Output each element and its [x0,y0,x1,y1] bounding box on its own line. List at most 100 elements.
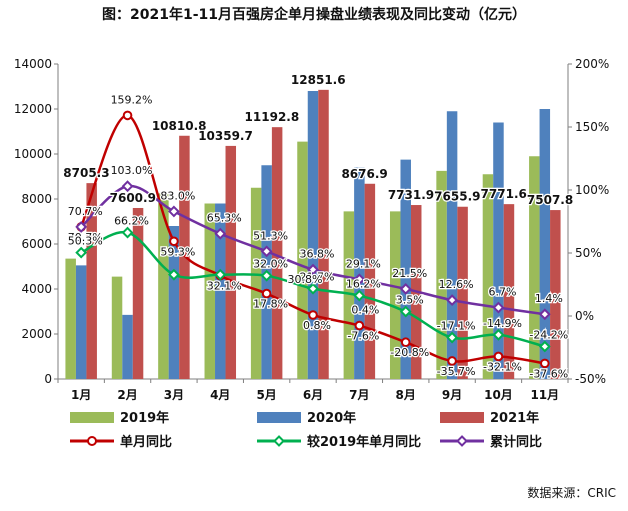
bar-2019年 [65,258,76,379]
point-累计同比 [492,301,505,314]
bar-value-label: 7655.9 [434,190,480,204]
bar-value-label: 8705.3 [63,166,109,180]
left-tick-label: 14000 [14,57,52,71]
bar-2019年 [529,156,540,379]
bar-2021年 [271,127,283,379]
point-累计同比 [446,294,459,307]
line-value-label: 3.5% [396,294,424,307]
line-value-label: 6.7% [488,286,516,299]
line-value-label: 32.0% [253,258,288,271]
point-单月同比 [400,337,411,348]
bar-2020年 [122,314,133,379]
bar-2019年 [389,211,401,379]
line-value-label: 51.3% [253,229,288,242]
line-value-label: 21.5% [392,267,427,280]
chart-title: 图：2021年1-11月百强房企单月操盘业绩表现及同比变动（亿元） [102,7,526,23]
bar-2019年 [482,174,494,379]
x-category-label: 1月 [71,388,91,402]
x-category-label: 7月 [349,388,369,402]
line-value-label: -7.6% [347,330,379,343]
line-value-label: 159.2% [111,93,153,106]
point-单月同比 [169,236,179,247]
point-累计同比 [307,263,319,276]
right-tick-label: -50% [575,372,606,386]
line-value-label: 65.3% [207,212,242,225]
bar-value-label: 10810.8 [152,119,207,133]
point-累计同比 [538,308,551,321]
line-value-label: 21.7% [300,271,335,284]
line-value-label: 59.3% [160,245,195,258]
left-tick-label: 4000 [21,282,52,296]
left-tick-label: 6000 [21,237,52,251]
bar-2020年 [168,226,180,379]
bar-2021年 [179,135,190,379]
line-value-label: 0.8% [303,319,331,332]
legend-marker [273,435,285,447]
left-tick-label: 8000 [21,192,52,206]
point-较2019年单月同比 [353,289,366,302]
point-较2019年单月同比 [492,328,505,341]
left-tick-label: 0 [44,372,52,386]
bar-2020年 [446,111,458,379]
x-category-label: 11月 [530,388,559,402]
right-tick-label: 200% [575,57,609,71]
bar-2019年 [250,187,262,379]
x-category-label: 6月 [303,388,323,402]
bar-2019年 [436,170,447,379]
right-tick-label: 0% [575,309,594,323]
bar-2021年 [550,210,561,379]
bar-value-label: 11192.8 [245,110,300,124]
line-value-label: 17.8% [253,298,288,311]
bar-2020年 [493,122,504,379]
legend-label: 2019年 [120,410,169,426]
line-value-label: 30.8% [288,273,323,286]
x-category-label: 5月 [256,388,276,402]
x-category-label: 9月 [442,388,462,402]
x-category-label: 3月 [164,388,184,402]
bar-2021年 [225,145,237,379]
bar-2021年 [503,204,515,379]
legend-label: 2021年 [490,410,539,426]
left-tick-label: 2000 [21,327,52,341]
line-value-label: -20.8% [390,346,429,359]
right-tick-label: 50% [575,246,602,260]
bar-2021年 [318,89,329,380]
legend-label: 较2019年单月同比 [307,434,421,450]
point-累计同比 [75,221,88,233]
bar-2019年 [111,276,123,379]
bar-value-label: 12851.6 [291,73,346,87]
bar-2019年 [158,193,169,379]
point-单月同比 [261,288,272,299]
x-category-label: 2月 [117,388,137,402]
legend-label: 2020年 [307,410,356,426]
line-value-label: -32.1% [483,360,522,373]
legend-swatch [257,412,301,423]
left-tick-label: 10000 [14,147,52,161]
x-category-label: 4月 [210,388,230,402]
bar-value-label: 7731.9 [388,188,434,202]
line-value-label: -37.6% [529,367,568,380]
line-value-label: 83.0% [160,189,195,202]
legend-marker [87,436,97,446]
point-累计同比 [214,227,227,240]
bar-2020年 [354,167,365,379]
point-单月同比 [493,351,504,362]
bar-2020年 [400,159,411,379]
source-note: 数据来源：CRIC [527,486,616,500]
legend-label: 累计同比 [490,434,542,450]
point-较2019年单月同比 [538,340,551,353]
point-较2019年单月同比 [307,282,319,295]
point-较2019年单月同比 [167,268,180,281]
bar-value-label: 7600.9 [110,191,156,205]
line-value-label: 0.4% [351,303,379,316]
line-value-label: 1.4% [535,292,563,305]
line-value-label: 66.2% [114,215,149,228]
point-较2019年单月同比 [214,268,227,281]
bar-2021年 [86,183,97,379]
right-tick-label: 100% [575,183,609,197]
bar-value-label: 10359.7 [198,129,253,143]
bar-2021年 [457,206,468,379]
legend-label: 单月同比 [120,434,172,450]
point-较2019年单月同比 [121,226,134,239]
bar-2020年 [539,109,551,379]
